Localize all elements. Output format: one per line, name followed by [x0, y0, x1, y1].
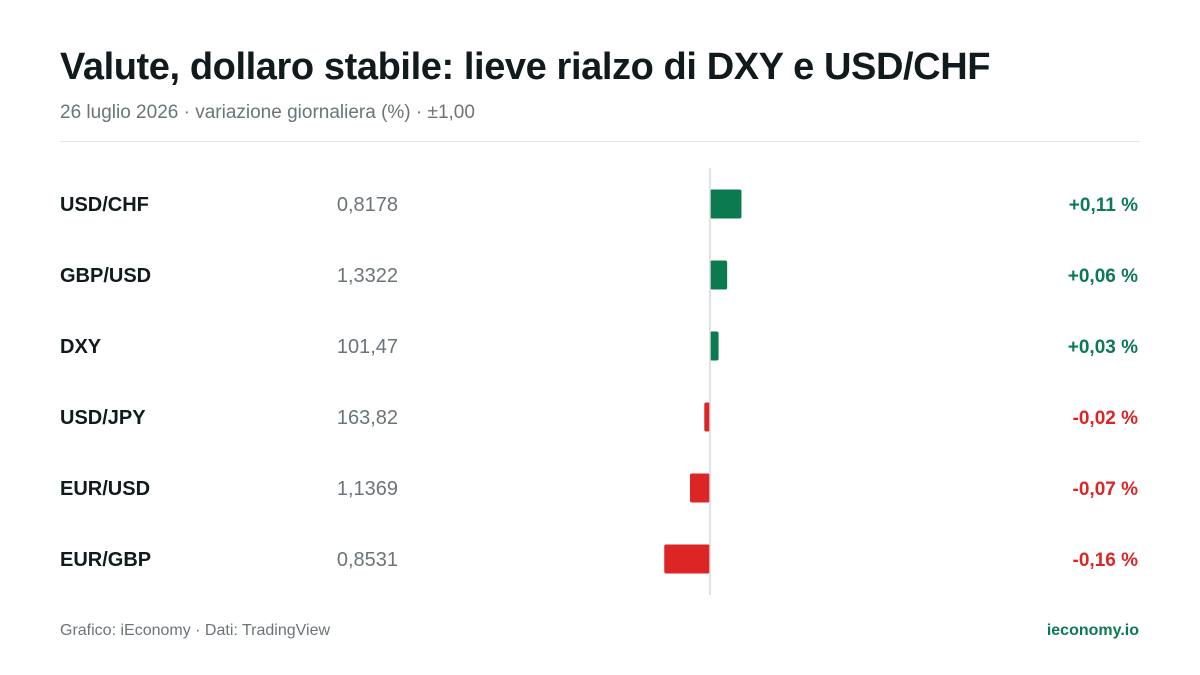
- change-label: -0,16 %: [1073, 550, 1139, 571]
- header-divider: [60, 141, 1140, 142]
- price-value: 0,8178: [337, 194, 398, 216]
- price-value: 1,1369: [337, 478, 398, 500]
- change-label: +0,11 %: [1069, 195, 1138, 216]
- change-label: +0,03 %: [1068, 337, 1138, 358]
- change-label: -0,07 %: [1073, 479, 1139, 500]
- pair-label: EUR/GBP: [60, 549, 151, 571]
- brand-link[interactable]: ieconomy.io: [1046, 622, 1139, 639]
- pair-label: EUR/USD: [60, 478, 150, 500]
- bar: [710, 189, 742, 219]
- chart-title: Valute, dollaro stabile: lieve rialzo di…: [60, 46, 991, 88]
- price-value: 101,47: [337, 336, 398, 358]
- pair-label: USD/JPY: [60, 407, 146, 429]
- pair-label: DXY: [60, 336, 102, 358]
- chart-subtitle: 26 luglio 2026 · variazione giornaliera …: [60, 102, 475, 123]
- pair-label: GBP/USD: [60, 265, 151, 287]
- pair-label: USD/CHF: [60, 194, 149, 216]
- source-credit: Grafico: iEconomy · Dati: TradingView: [60, 622, 331, 639]
- bar: [710, 260, 728, 290]
- bar: [704, 402, 710, 432]
- bar: [689, 473, 710, 503]
- price-value: 1,3322: [337, 265, 398, 287]
- change-label: +0,06 %: [1068, 266, 1138, 287]
- bar: [710, 331, 719, 361]
- bar: [664, 544, 710, 574]
- change-label: -0,02 %: [1073, 408, 1139, 429]
- price-value: 0,8531: [337, 549, 398, 571]
- price-value: 163,82: [337, 407, 398, 429]
